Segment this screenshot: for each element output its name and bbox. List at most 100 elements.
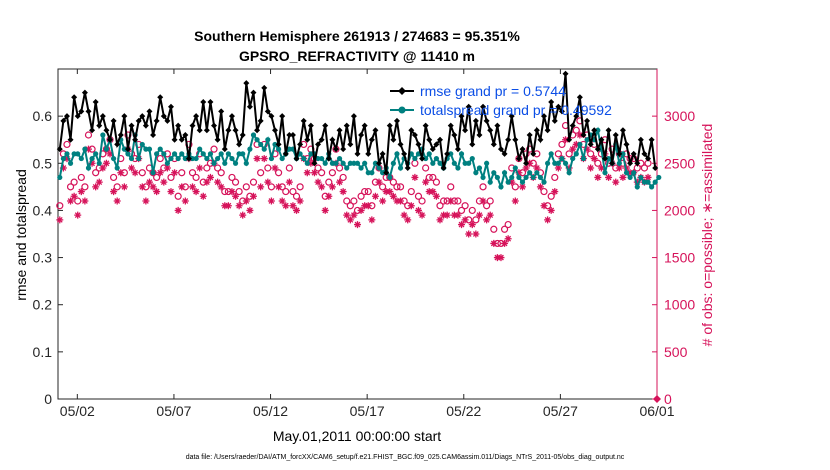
obs-assimilated-point [131, 169, 139, 177]
totalspread-point [638, 174, 644, 181]
rmse-point [81, 89, 88, 96]
totalspread-point [197, 146, 203, 152]
totalspread-point [580, 155, 587, 162]
obs-possible-point [153, 173, 161, 182]
totalspread-point [562, 160, 569, 166]
rmse-point [558, 108, 565, 115]
totalspread-point [448, 151, 454, 157]
rmse-point [193, 113, 200, 120]
y-left-tick-label: 0.2 [33, 297, 53, 313]
totalspread-point [304, 160, 310, 166]
totalspread-point [125, 151, 131, 157]
totalspread-point [595, 127, 601, 133]
rmse-point [419, 155, 426, 162]
legend-marker-rmse [398, 87, 406, 95]
rmse-point [472, 117, 479, 124]
obs-possible-point [436, 202, 444, 210]
rmse-point [221, 146, 228, 153]
x-axis-label: May.01,2011 00:00:00 start [273, 428, 441, 444]
obs-assimilated-point [569, 145, 577, 153]
obs-assimilated-point [178, 183, 186, 191]
rmse-point [358, 132, 365, 138]
obs-assimilated-point [181, 197, 189, 205]
totalspread-point [552, 160, 558, 166]
totalspread-point [154, 151, 160, 157]
rmse-point [103, 127, 110, 134]
y-left-tick-label: 0.5 [33, 155, 53, 171]
legend-label-rmse: rmse grand pr = 0.5744 [420, 83, 566, 99]
rmse-point [447, 122, 454, 129]
obs-assimilated-point [354, 221, 361, 229]
obs-assimilated-point [160, 178, 168, 186]
obs-assimilated-point [597, 164, 605, 172]
obs-assimilated-point [397, 197, 405, 205]
obs-assimilated-point [95, 178, 103, 186]
y-right-tick-label: 2500 [664, 155, 695, 171]
rmse-point [501, 150, 508, 157]
obs-possible-point [396, 183, 405, 191]
rmse-point [354, 150, 361, 157]
totalspread-point [577, 141, 583, 148]
rmse-point [232, 127, 239, 134]
obs-assimilated-point [447, 197, 455, 205]
obs-possible-point [63, 140, 71, 149]
obs-possible-point [547, 192, 555, 200]
obs-assimilated-point [199, 192, 207, 200]
rmse-point [397, 141, 404, 148]
obs-assimilated-point [626, 169, 634, 177]
totalspread-point [476, 165, 483, 171]
obs-assimilated-point [149, 183, 157, 191]
obs-assimilated-point [404, 216, 412, 224]
totalspread-point [437, 160, 443, 166]
rmse-point [239, 132, 246, 138]
totalspread-point [121, 146, 127, 152]
obs-assimilated-point [99, 164, 107, 172]
obs-possible-point [77, 173, 85, 182]
totalspread-point [139, 141, 145, 148]
rmse-point [347, 141, 354, 148]
totalspread-point [469, 155, 475, 162]
rmse-point [393, 117, 400, 124]
totalspread-point [365, 170, 371, 176]
obs-assimilated-point [74, 211, 82, 219]
obs-assimilated-point [619, 173, 627, 181]
totalspread-point [100, 132, 106, 138]
obs-possible-point [113, 183, 121, 191]
rmse-point [454, 146, 461, 153]
obs-assimilated-point [145, 178, 153, 186]
legend-label-spread: totalspread grand pr = 0.49592 [420, 102, 612, 118]
obs-possible-point [429, 173, 437, 182]
rmse-point [67, 136, 74, 143]
obs-assimilated-point [486, 211, 494, 219]
obs-possible-point [554, 150, 562, 158]
obs-possible-point [84, 131, 93, 139]
rmse-point [315, 141, 322, 148]
rmse-point [311, 160, 318, 167]
obs-assimilated-point [375, 178, 383, 186]
obs-assimilated-point [364, 202, 372, 210]
rmse-point [541, 113, 548, 120]
totalspread-point [268, 155, 275, 162]
obs-assimilated-point [429, 188, 437, 196]
rmse-point [451, 132, 458, 138]
obs-possible-point [231, 178, 240, 186]
x-tick-label: 05/22 [446, 403, 481, 419]
totalspread-point [498, 184, 504, 190]
totalspread-point [114, 165, 120, 171]
obs-possible-point [587, 150, 595, 158]
totalspread-point [175, 155, 181, 162]
obs-possible-point [178, 169, 186, 177]
rmse-point [562, 70, 569, 77]
totalspread-point [322, 160, 328, 166]
rmse-point [601, 155, 608, 162]
rmse-point [537, 136, 544, 143]
rmse-point [203, 127, 210, 134]
obs-possible-point [483, 202, 491, 210]
totalspread-point [412, 155, 418, 162]
obs-assimilated-point [565, 164, 573, 172]
obs-assimilated-point [257, 183, 265, 191]
obs-assimilated-point [414, 206, 422, 214]
obs-assimilated-point [318, 183, 326, 191]
obs-assimilated-point [379, 197, 387, 205]
